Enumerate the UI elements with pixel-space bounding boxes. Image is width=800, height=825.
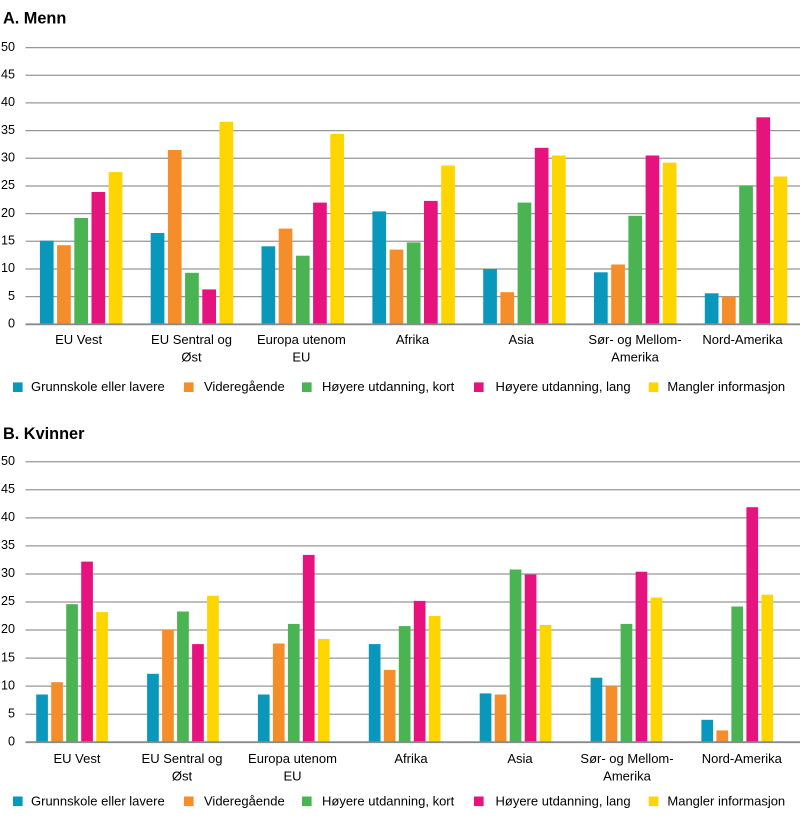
svg-text:Mangler informasjon: Mangler informasjon: [667, 379, 785, 394]
svg-text:15: 15: [1, 234, 15, 248]
svg-text:25: 25: [1, 178, 15, 192]
svg-text:Grunnskole eller lavere: Grunnskole eller lavere: [31, 379, 165, 394]
svg-text:B. Kvinner: B. Kvinner: [3, 425, 85, 443]
svg-text:Grunnskole eller lavere: Grunnskole eller lavere: [31, 793, 165, 808]
svg-text:Sør- og Mellom-: Sør- og Mellom-: [580, 751, 673, 766]
svg-text:45: 45: [1, 482, 15, 496]
svg-text:EU Vest: EU Vest: [54, 751, 101, 766]
svg-text:Mangler informasjon: Mangler informasjon: [667, 793, 785, 808]
svg-text:Europa utenom: Europa utenom: [257, 332, 346, 347]
svg-text:35: 35: [1, 538, 15, 552]
svg-text:5: 5: [8, 706, 15, 720]
svg-text:Øst: Øst: [172, 769, 193, 784]
svg-text:50: 50: [1, 40, 15, 54]
svg-text:Nord-Amerika: Nord-Amerika: [702, 751, 783, 766]
svg-text:0: 0: [8, 317, 15, 331]
svg-text:15: 15: [1, 650, 15, 664]
svg-text:EU Sentral og: EU Sentral og: [142, 751, 223, 766]
svg-text:30: 30: [1, 566, 15, 580]
svg-text:40: 40: [1, 95, 15, 109]
svg-text:20: 20: [1, 206, 15, 220]
svg-text:35: 35: [1, 123, 15, 137]
svg-text:25: 25: [1, 594, 15, 608]
svg-text:10: 10: [1, 678, 15, 692]
svg-text:Nord-Amerika: Nord-Amerika: [702, 332, 783, 347]
svg-text:Afrika: Afrika: [394, 751, 428, 766]
svg-text:Øst: Øst: [181, 350, 202, 365]
svg-text:30: 30: [1, 151, 15, 165]
svg-text:Høyere utdanning, lang: Høyere utdanning, lang: [496, 379, 631, 394]
svg-text:Europa utenom: Europa utenom: [248, 751, 337, 766]
svg-text:EU Vest: EU Vest: [55, 332, 102, 347]
svg-text:Amerika: Amerika: [611, 350, 659, 365]
svg-text:Videregående: Videregående: [204, 379, 285, 394]
svg-text:Høyere utdanning, kort: Høyere utdanning, kort: [322, 379, 455, 394]
svg-text:EU Sentral og: EU Sentral og: [151, 332, 232, 347]
svg-text:20: 20: [1, 622, 15, 636]
svg-text:Afrika: Afrika: [396, 332, 430, 347]
svg-text:Sør- og Mellom-: Sør- og Mellom-: [588, 332, 681, 347]
svg-text:A. Menn: A. Menn: [3, 10, 66, 28]
svg-text:EU: EU: [292, 350, 310, 365]
svg-text:Videregående: Videregående: [204, 793, 285, 808]
svg-text:50: 50: [1, 454, 15, 468]
svg-text:40: 40: [1, 510, 15, 524]
svg-text:Asia: Asia: [507, 751, 533, 766]
svg-text:Høyere utdanning, lang: Høyere utdanning, lang: [496, 793, 631, 808]
svg-text:10: 10: [1, 261, 15, 275]
svg-text:Asia: Asia: [509, 332, 535, 347]
svg-text:0: 0: [8, 734, 15, 748]
svg-text:5: 5: [8, 289, 15, 303]
svg-text:45: 45: [1, 68, 15, 82]
svg-text:Amerika: Amerika: [603, 769, 651, 784]
svg-text:Høyere utdanning, kort: Høyere utdanning, kort: [322, 793, 455, 808]
svg-text:EU: EU: [283, 769, 301, 784]
